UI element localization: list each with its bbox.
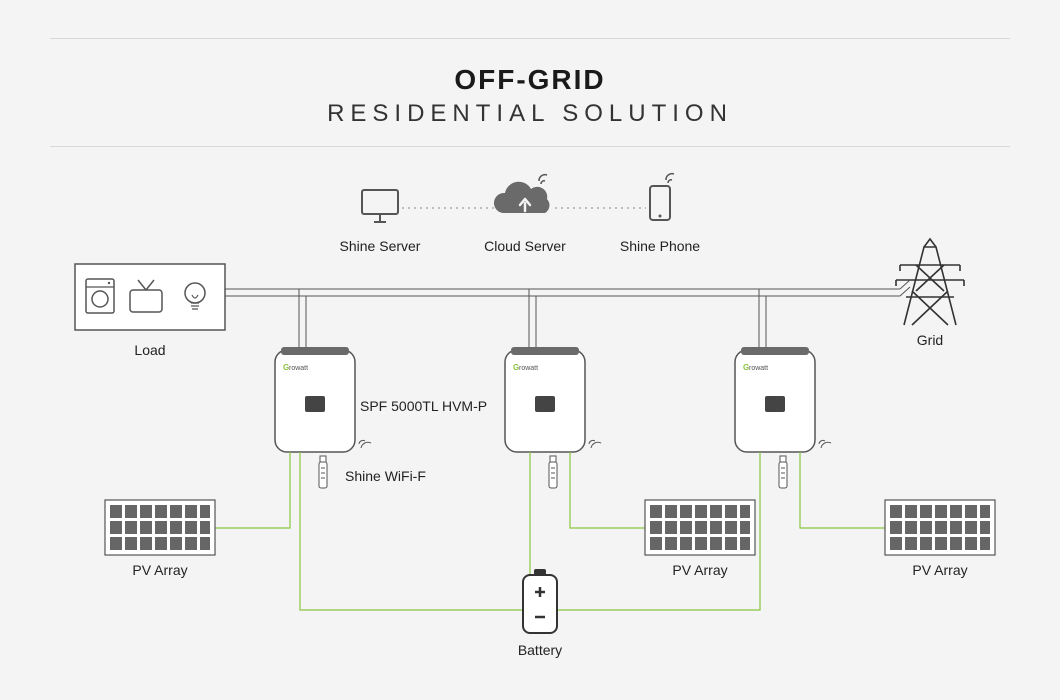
- inverter-1: G rowatt: [275, 347, 371, 452]
- inverter-2: G rowatt: [505, 347, 601, 452]
- inverter-3: G rowatt: [735, 347, 831, 452]
- label-battery: Battery: [510, 642, 570, 658]
- svg-text:rowatt: rowatt: [749, 365, 768, 372]
- phone-icon: [650, 174, 674, 220]
- svg-text:rowatt: rowatt: [289, 365, 308, 372]
- label-pv-3: PV Array: [905, 562, 975, 578]
- label-shine-server: Shine Server: [335, 238, 425, 254]
- battery-icon: [523, 569, 557, 633]
- label-grid: Grid: [908, 332, 952, 348]
- svg-text:rowatt: rowatt: [519, 365, 538, 372]
- label-shine-phone: Shine Phone: [615, 238, 705, 254]
- label-pv-2: PV Array: [665, 562, 735, 578]
- label-shine-wifi: Shine WiFi-F: [345, 468, 445, 484]
- load-box: [75, 264, 225, 330]
- pv-panel-1: [105, 500, 215, 555]
- label-pv-1: PV Array: [125, 562, 195, 578]
- inverter-group: [299, 289, 766, 349]
- wifi-dongle-1: [319, 456, 327, 488]
- label-load: Load: [115, 342, 185, 358]
- wifi-dongle-2: [549, 456, 557, 488]
- pv-panel-2: [645, 500, 755, 555]
- label-cloud-server: Cloud Server: [480, 238, 570, 254]
- cloud-icon: [494, 175, 550, 213]
- grid-icon: [896, 239, 964, 325]
- pv-panel-3: [885, 500, 995, 555]
- monitor-icon: [362, 190, 398, 222]
- label-inverter-model: SPF 5000TL HVM-P: [360, 398, 500, 414]
- wifi-dongle-3: [779, 456, 787, 488]
